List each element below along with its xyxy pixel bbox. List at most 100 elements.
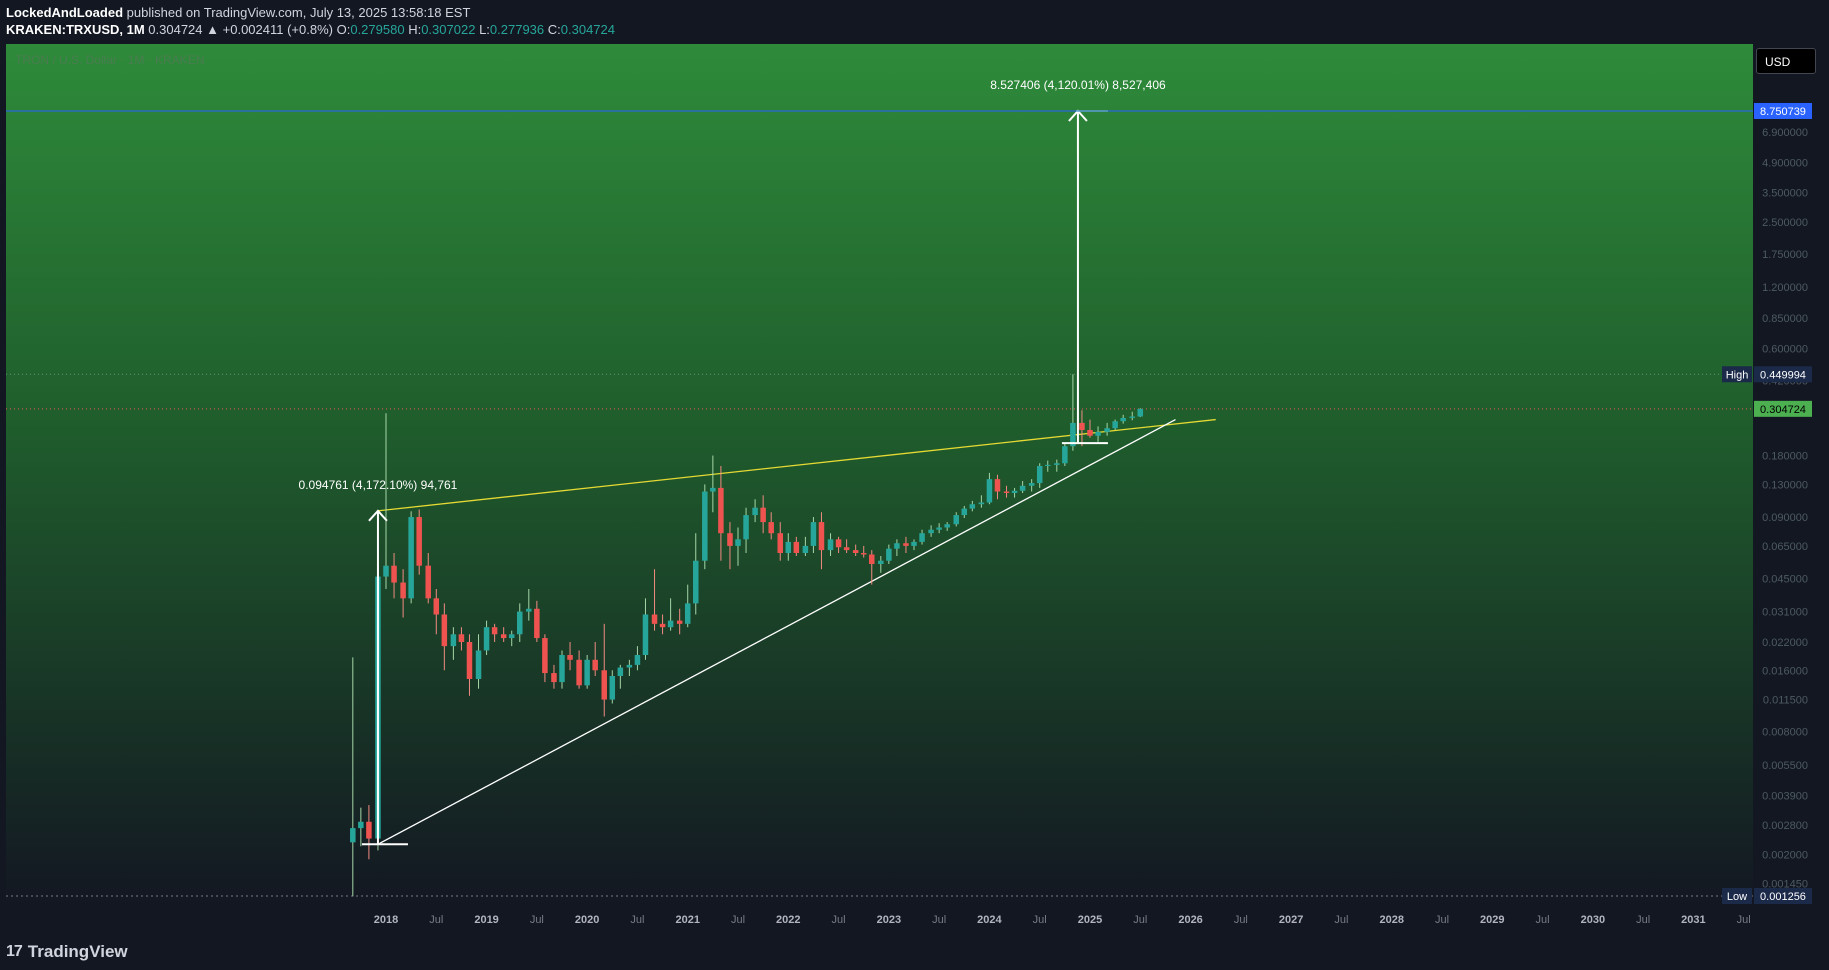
candle-body [953, 515, 959, 525]
x-axis-labels: 2018 Jul 2019 Jul 2020 Jul 2021 Jul 2022 Jul 2023 J… [374, 914, 1751, 926]
chart-legend-title: TRON / U.S. Dollar · 1M · KRAKEN [15, 53, 204, 67]
tradingview-logo-icon: 17 [6, 943, 23, 960]
price-scale[interactable] [1753, 44, 1823, 904]
candle [860, 545, 867, 558]
candle [358, 807, 364, 847]
candle-body [768, 522, 774, 534]
candle [659, 614, 666, 635]
candle-body [458, 634, 465, 643]
candle [500, 627, 507, 643]
candle-body [702, 491, 708, 561]
candle [559, 650, 565, 689]
candle [818, 512, 825, 570]
candle-body [383, 565, 389, 577]
candle-body [584, 659, 590, 686]
candle-body [818, 522, 825, 551]
candle [508, 630, 515, 647]
candle-body [1011, 490, 1018, 494]
candle-body [450, 634, 457, 647]
y-tick-label: 0.002800 [1762, 820, 1808, 832]
candle-body [894, 543, 900, 549]
candle [969, 500, 976, 512]
candle-body [777, 533, 783, 554]
y-tick-label: 0.065000 [1762, 541, 1808, 553]
candle [953, 512, 959, 527]
x-tick-label: Jul [1033, 914, 1047, 926]
chart-header: LockedAndLoaded published on TradingView… [0, 0, 1829, 44]
candle-body [508, 634, 515, 639]
candle-body [651, 614, 658, 624]
candle-body [718, 487, 724, 534]
candle [1129, 411, 1135, 421]
candle-body [760, 507, 766, 523]
candle [551, 664, 557, 689]
price-label-bg [1754, 366, 1812, 383]
candle [458, 627, 465, 651]
candle [693, 533, 699, 615]
trend-lines[interactable] [377, 418, 1216, 845]
candle-body [441, 614, 448, 647]
x-tick-label: Jul [1737, 914, 1751, 926]
candle-body [400, 582, 406, 599]
candle [1095, 426, 1101, 442]
y-tick-label: 0.090000 [1762, 512, 1808, 524]
candle-body [576, 659, 582, 686]
candle-body [642, 614, 649, 656]
candle [903, 536, 909, 554]
price-chart[interactable]: 6.900000 4.900000 3.500000 2.500000 1.750000… [0, 0, 1829, 934]
y-tick-label: 0.016000 [1762, 665, 1808, 677]
close-value: 0.304724 [560, 22, 615, 37]
price-label-prefix-bg [1722, 888, 1752, 904]
candle-body [659, 623, 666, 628]
y-tick-label: 0.850000 [1762, 313, 1808, 325]
candle-body [1070, 422, 1076, 447]
author-name[interactable]: LockedAndLoaded [6, 5, 124, 20]
candle-body [1062, 446, 1068, 464]
candle [802, 536, 809, 557]
annotations[interactable]: 0.094761 (4,172.10%) 94,761 8.527406 (4,1… [299, 78, 1166, 846]
close-label: C: [547, 22, 561, 37]
candle-body [1120, 417, 1126, 422]
candle-body [391, 565, 397, 583]
candle [944, 522, 950, 531]
measure-annotation: 8.527406 (4,120.01%) 8,527,406 [990, 78, 1166, 445]
candle-body [1028, 483, 1035, 486]
x-tick-label: 2019 [474, 914, 498, 926]
price-label-prefix: High [1726, 369, 1749, 381]
candle-body [526, 608, 532, 612]
candle-body [684, 603, 691, 624]
y-tick-label: 2.500000 [1762, 217, 1808, 229]
candle-body [1129, 416, 1135, 418]
price-labels: 8.750739 0.449994 High 0.304724 0.001256 Low [1722, 102, 1812, 904]
price-label-bg [1754, 102, 1812, 119]
last-price-label: 0.304724 [1754, 400, 1812, 417]
candle-body [626, 664, 633, 668]
candle [408, 511, 414, 604]
candle [735, 527, 741, 566]
candle-body [793, 541, 800, 554]
candle [601, 623, 607, 717]
high-label: H: [408, 22, 422, 37]
tradingview-brand[interactable]: 17 TradingView [6, 942, 128, 962]
candle-body [667, 620, 674, 628]
candle-body [425, 565, 431, 599]
candle [1019, 481, 1026, 494]
price-label-prefix-bg [1722, 366, 1752, 383]
candle [567, 642, 573, 671]
price-label-text: 0.001256 [1760, 891, 1806, 903]
candle [1045, 460, 1051, 472]
candle-body [727, 533, 733, 546]
ohlc-legend: KRAKEN:TRXUSD, 1M 0.304724 ▲ +0.002411 (… [6, 22, 615, 37]
candle-body [634, 655, 641, 665]
candle [542, 634, 548, 683]
candle [676, 608, 683, 635]
x-tick-label: 2020 [575, 914, 599, 926]
candle-body [1019, 485, 1026, 491]
x-tick-label: Jul [1636, 914, 1650, 926]
candle [626, 659, 633, 676]
y-tick-label: 0.031000 [1762, 607, 1808, 619]
currency-button[interactable]: USD [1756, 48, 1816, 74]
y-tick-label: 3.500000 [1762, 187, 1808, 199]
x-tick-label: 2025 [1078, 914, 1102, 926]
candle [852, 544, 859, 557]
